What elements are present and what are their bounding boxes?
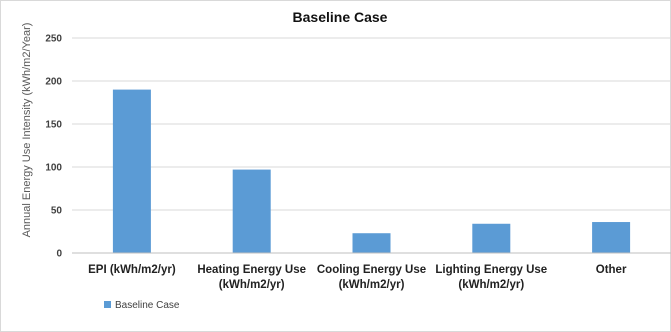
x-axis-categories: EPI (kWh/m2/yr) Heating Energy Use (kWh/m2… xyxy=(88,264,627,291)
x-category-label-line: Other xyxy=(596,264,627,276)
legend-label-baseline-case: Baseline Case xyxy=(115,300,180,311)
bar-other xyxy=(592,222,631,253)
chart-title: Baseline Case xyxy=(293,9,388,25)
y-tick-label-0: 0 xyxy=(56,249,62,260)
y-axis-ticks: 0 50 100 150 200 250 xyxy=(45,34,62,260)
x-category-label-line: Cooling Energy Use xyxy=(317,264,426,276)
x-category-label-cooling-energy-use: Cooling Energy Use (kWh/m2/yr) xyxy=(317,264,426,291)
bar-epi-kwh-m2-yr xyxy=(112,89,151,253)
y-tick-label-150: 150 xyxy=(45,120,62,131)
x-category-label-line: Lighting Energy Use xyxy=(435,264,547,276)
y-tick-label-100: 100 xyxy=(45,163,62,174)
bar-lighting-energy-use xyxy=(472,223,511,253)
x-category-label-epi-kwh-m2-yr: EPI (kWh/m2/yr) xyxy=(88,264,176,276)
bar-heating-energy-use xyxy=(232,169,271,253)
x-category-label-line: (kWh/m2/yr) xyxy=(219,279,285,291)
y-tick-label-250: 250 xyxy=(45,34,62,45)
y-tick-label-200: 200 xyxy=(45,77,62,88)
legend: Baseline Case xyxy=(104,300,180,311)
bars xyxy=(112,89,631,253)
x-category-label-other: Other xyxy=(596,264,627,276)
y-axis-label: Annual Energy Use Intensity (kWh/m2/Year… xyxy=(21,23,33,238)
x-category-label-line: (kWh/m2/yr) xyxy=(458,279,524,291)
gridlines xyxy=(72,37,671,211)
y-tick-label-50: 50 xyxy=(51,206,63,217)
x-category-label-lighting-energy-use: Lighting Energy Use (kWh/m2/yr) xyxy=(435,264,547,291)
x-category-label-line: EPI (kWh/m2/yr) xyxy=(88,264,176,276)
bar-cooling-energy-use xyxy=(352,233,391,253)
legend-swatch-baseline-case xyxy=(104,301,111,308)
x-category-label-heating-energy-use: Heating Energy Use (kWh/m2/yr) xyxy=(197,264,306,291)
x-category-label-line: (kWh/m2/yr) xyxy=(339,279,405,291)
x-category-label-line: Heating Energy Use xyxy=(197,264,306,276)
